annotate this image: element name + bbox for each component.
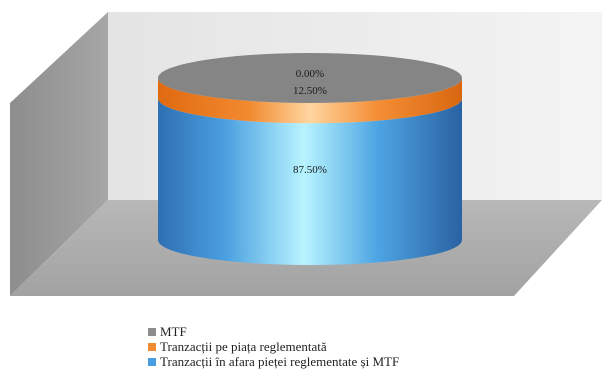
legend-label-in-afara: Tranzacții în afara pieței reglementate … (160, 354, 400, 369)
chart-side-wall (10, 12, 108, 296)
legend-swatch-in-afara (148, 358, 156, 366)
legend-label-mtf: MTF (160, 324, 187, 339)
legend: MTF Tranzacții pe piața reglementată Tra… (148, 324, 528, 369)
legend-label-piata-reglementata: Tranzacții pe piața reglementată (160, 339, 327, 354)
pie-slice-tranzactii-piata-reglementata (158, 78, 462, 124)
data-label-mtf: 0.00% (296, 68, 324, 80)
legend-item-piata-reglementata: Tranzacții pe piața reglementată (148, 339, 528, 354)
data-label-in-afara: 87.50% (293, 164, 327, 176)
legend-swatch-piata-reglementata (148, 343, 156, 351)
data-label-piata-reglementata: 12.50% (293, 85, 327, 97)
pie-slice-tranzactii-in-afara (158, 98, 462, 265)
legend-item-in-afara: Tranzacții în afara pieței reglementate … (148, 354, 528, 369)
legend-item-mtf: MTF (148, 324, 528, 339)
legend-swatch-mtf (148, 328, 156, 336)
pie-slice-mtf (158, 53, 462, 103)
